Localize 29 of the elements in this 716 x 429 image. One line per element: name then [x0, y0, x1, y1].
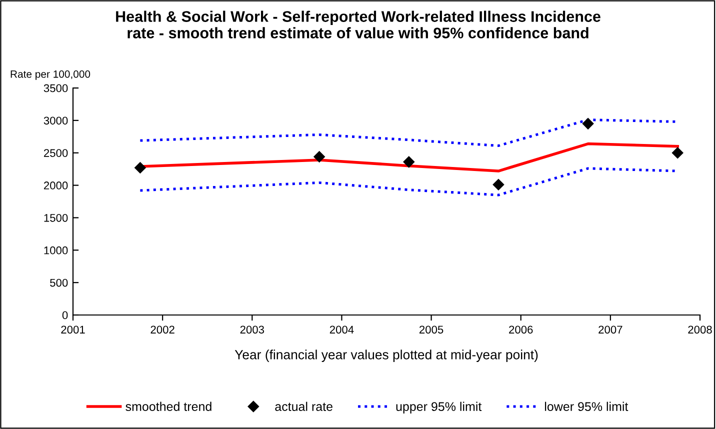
x-tick-label: 2003	[240, 326, 264, 334]
y-tick-label: 1000	[44, 246, 68, 254]
y-tick-label: 2500	[44, 149, 68, 157]
chart-title: Health & Social Work - Self-reported Work-related Illness Incidence rate - smooth trend estimate of value with 95% confidence band	[116, 10, 600, 38]
y-tick-label: 3500	[44, 84, 68, 92]
x-tick-label: 2006	[509, 326, 533, 334]
y-tick-label: 0	[62, 311, 68, 320]
y-tick-label: 2000	[44, 182, 68, 190]
y-tick-label: 500	[50, 278, 68, 287]
x-axis-title: Year (financial year values plotted at mid-year point)	[234, 350, 538, 362]
point	[672, 147, 684, 158]
x-tick-label: 2005	[419, 326, 444, 334]
legend-label: lower 95% limit	[545, 402, 628, 411]
point	[134, 162, 146, 174]
y-tick-label: 1500	[44, 214, 68, 222]
legend-label: actual rate	[275, 402, 332, 411]
x-tick-label: 2004	[330, 326, 354, 334]
y-tick-label: 3000	[44, 116, 68, 125]
legend-label: upper 95% limit	[396, 402, 482, 414]
legend-label: smoothed trend	[126, 402, 212, 411]
point	[403, 156, 414, 168]
point	[492, 179, 504, 190]
point	[582, 118, 594, 130]
x-tick-label: 2007	[598, 326, 622, 334]
y-axis-title: Rate per 100,000	[10, 70, 90, 80]
x-tick-label: 2002	[150, 326, 174, 334]
x-tick-label: 2001	[61, 326, 85, 334]
point	[314, 151, 325, 162]
x-tick-label: 2008	[688, 326, 712, 334]
